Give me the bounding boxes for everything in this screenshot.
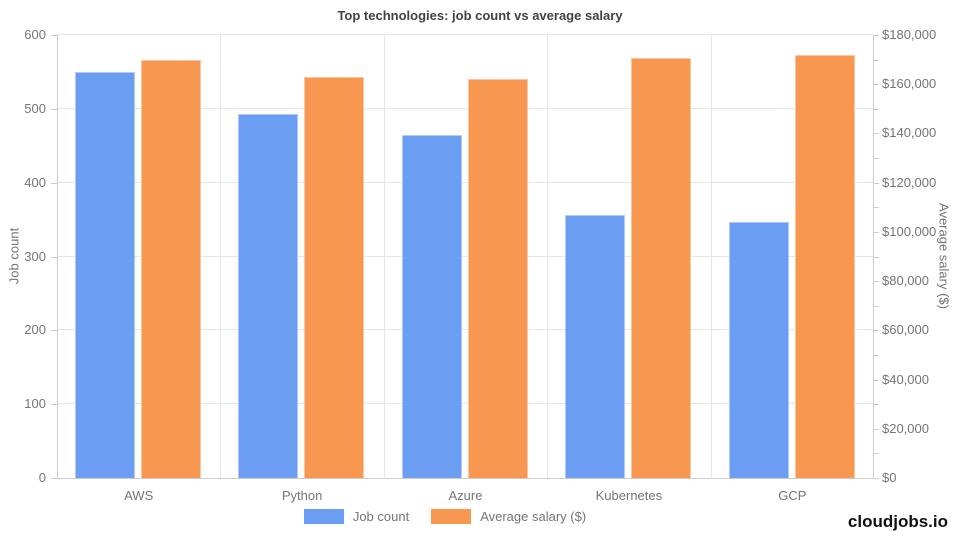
gridline (57, 107, 874, 109)
y-axis-right-tick-label: $40,000 (882, 371, 929, 387)
y-axis-left-tick-label: 300 (24, 248, 46, 264)
right-tick-mark (874, 281, 879, 283)
right-tick-mark (874, 231, 879, 233)
right-tick-mark (874, 305, 879, 307)
y-axis-left-tick-label: 400 (24, 174, 46, 190)
gridline (57, 403, 874, 405)
right-tick-mark (874, 404, 879, 406)
right-tick-mark (874, 35, 879, 36)
legend-item-job-count: Job count (303, 509, 410, 524)
y-axis-right-tick-label: $20,000 (882, 420, 929, 436)
branding-text: cloudjobs.io (847, 512, 948, 531)
right-tick-mark (874, 379, 879, 381)
bar-job-count (75, 71, 135, 478)
legend-swatch-job-count (303, 509, 344, 524)
y-axis-left-tick-label: 200 (24, 322, 46, 338)
y-axis-right-tick-label: $60,000 (882, 322, 929, 338)
right-tick-mark (874, 158, 879, 160)
category-separator (547, 35, 549, 478)
right-tick-mark (874, 133, 879, 135)
bar-job-count (565, 215, 626, 478)
gridline (57, 255, 874, 257)
right-tick-mark (874, 354, 879, 356)
x-axis-category-label: AWS (124, 488, 154, 503)
left-tick-mark (51, 256, 57, 258)
right-tick-mark (874, 330, 879, 332)
right-tick-mark (874, 478, 879, 479)
gridline (57, 329, 874, 331)
right-tick-mark (874, 59, 879, 61)
right-axis-title: Average salary ($) (936, 203, 952, 309)
legend-swatch-average-salary (431, 509, 472, 524)
right-tick-mark (874, 108, 879, 110)
y-axis-right-tick-label: $80,000 (882, 273, 929, 289)
bar-average-salary (304, 76, 365, 478)
x-axis-category-label: Python (281, 488, 323, 503)
plot-area (57, 34, 874, 479)
right-tick-mark (874, 256, 879, 258)
y-axis-right-tick-label: $180,000 (882, 27, 937, 42)
left-tick-mark (51, 478, 57, 479)
y-axis-left-tick-label: 500 (24, 100, 46, 116)
y-axis-right-tick-label: $160,000 (882, 76, 937, 92)
x-axis-category-label: Azure (448, 488, 483, 503)
legend-label-average-salary: Average salary ($) (480, 509, 587, 524)
gridline (57, 478, 874, 479)
category-separator (710, 35, 712, 478)
right-axis-line (873, 35, 874, 478)
x-axis-category-label: GCP (778, 488, 807, 503)
left-tick-mark (51, 108, 57, 110)
category-separator (383, 35, 385, 478)
y-axis-right-tick-label: $100,000 (882, 223, 937, 239)
gridline (57, 34, 874, 35)
right-tick-mark (874, 207, 879, 209)
right-tick-mark (874, 84, 879, 86)
y-axis-right-tick-label: $120,000 (882, 174, 937, 190)
gridline (57, 181, 874, 183)
left-axis-line (57, 35, 58, 478)
left-tick-mark (51, 35, 57, 36)
bar-average-salary (794, 54, 855, 478)
y-axis-right-tick-label: $0 (882, 470, 897, 485)
y-axis-left-tick-label: 0 (38, 470, 46, 485)
y-axis-left-tick-label: 600 (24, 27, 46, 42)
legend: Job count Average salary ($) (0, 509, 890, 524)
right-tick-mark (874, 453, 879, 455)
bar-average-salary (631, 58, 692, 478)
legend-label-job-count: Job count (352, 509, 410, 524)
bar-average-salary (141, 59, 201, 478)
right-tick-mark (874, 182, 879, 184)
bar-job-count (401, 134, 462, 478)
x-axis-category-label: Kubernetes (595, 488, 663, 503)
left-tick-mark (51, 330, 57, 332)
category-separator (220, 35, 222, 478)
y-axis-left-tick-label: 100 (24, 396, 46, 412)
bar-average-salary (467, 79, 528, 478)
legend-item-average-salary: Average salary ($) (431, 509, 586, 524)
y-axis-right-tick-label: $140,000 (882, 125, 937, 141)
chart-title: Top technologies: job count vs average s… (337, 8, 623, 23)
left-tick-mark (51, 182, 57, 184)
right-tick-mark (874, 428, 879, 430)
bar-job-count (728, 221, 789, 478)
bar-job-count (238, 114, 299, 478)
left-tick-mark (51, 404, 57, 406)
